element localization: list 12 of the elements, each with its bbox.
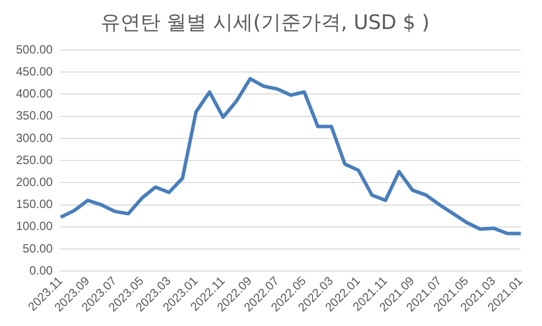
y-tick-label: 350.00 <box>16 108 54 123</box>
y-tick-label: 50.00 <box>22 241 54 256</box>
y-tick-label: 100.00 <box>16 219 54 234</box>
y-tick-label: 150.00 <box>16 197 54 212</box>
y-tick-label: 450.00 <box>16 64 54 78</box>
y-tick-label: 400.00 <box>16 86 54 101</box>
y-tick-label: 250.00 <box>16 152 54 167</box>
y-tick-label: 300.00 <box>16 130 54 145</box>
y-tick-label: 500.00 <box>16 42 54 56</box>
chart-title: 유연탄 월별 시세(기준가격, USD $ ) <box>100 10 430 34</box>
y-tick-label: 200.00 <box>16 175 54 189</box>
y-tick-label: 0.00 <box>29 263 54 278</box>
